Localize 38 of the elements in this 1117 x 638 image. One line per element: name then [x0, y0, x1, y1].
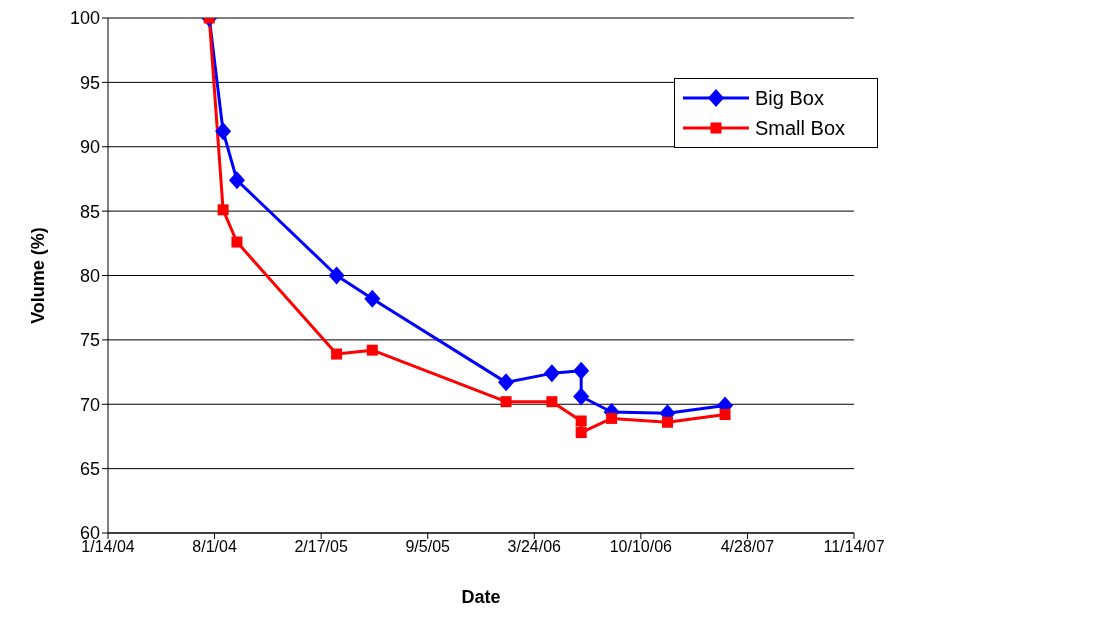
x-tick-label: 9/5/05 [405, 538, 451, 556]
point [500, 396, 512, 408]
point [719, 409, 731, 421]
point [217, 204, 229, 216]
y-tick-label: 75 [79, 330, 100, 351]
point [331, 348, 343, 360]
x-axis-title: Date [461, 587, 501, 607]
legend-label: Small Box [755, 116, 846, 140]
point [606, 412, 618, 424]
y-tick-label: 90 [79, 137, 100, 158]
point [573, 387, 590, 406]
point [215, 122, 232, 141]
y-tick-label: 85 [79, 201, 100, 222]
point [662, 416, 673, 428]
y-tick-label: 65 [79, 459, 100, 480]
legend-label: Big Box [755, 86, 824, 110]
point [328, 266, 345, 285]
point [228, 171, 245, 190]
point [364, 289, 381, 308]
x-tick-label: 8/1/04 [192, 538, 237, 556]
y-tick-label: 95 [79, 72, 100, 93]
point [575, 427, 587, 439]
y-tick-label: 80 [79, 265, 100, 286]
point [573, 361, 590, 380]
x-tick-label: 11/14/07 [823, 538, 885, 556]
y-tick-label: 100 [69, 8, 100, 29]
y-tick-label: 70 [79, 394, 100, 415]
x-tick-label: 2/17/05 [294, 538, 348, 556]
point [543, 364, 560, 383]
point [575, 415, 587, 427]
point [231, 236, 243, 248]
y-axis-title: Volume (%) [28, 227, 49, 324]
point [546, 396, 558, 408]
x-tick-label: 3/24/06 [507, 538, 562, 556]
x-tick-label: 10/10/06 [609, 538, 673, 556]
point [366, 344, 378, 356]
point [498, 373, 515, 392]
x-tick-label: 4/28/07 [720, 538, 775, 556]
